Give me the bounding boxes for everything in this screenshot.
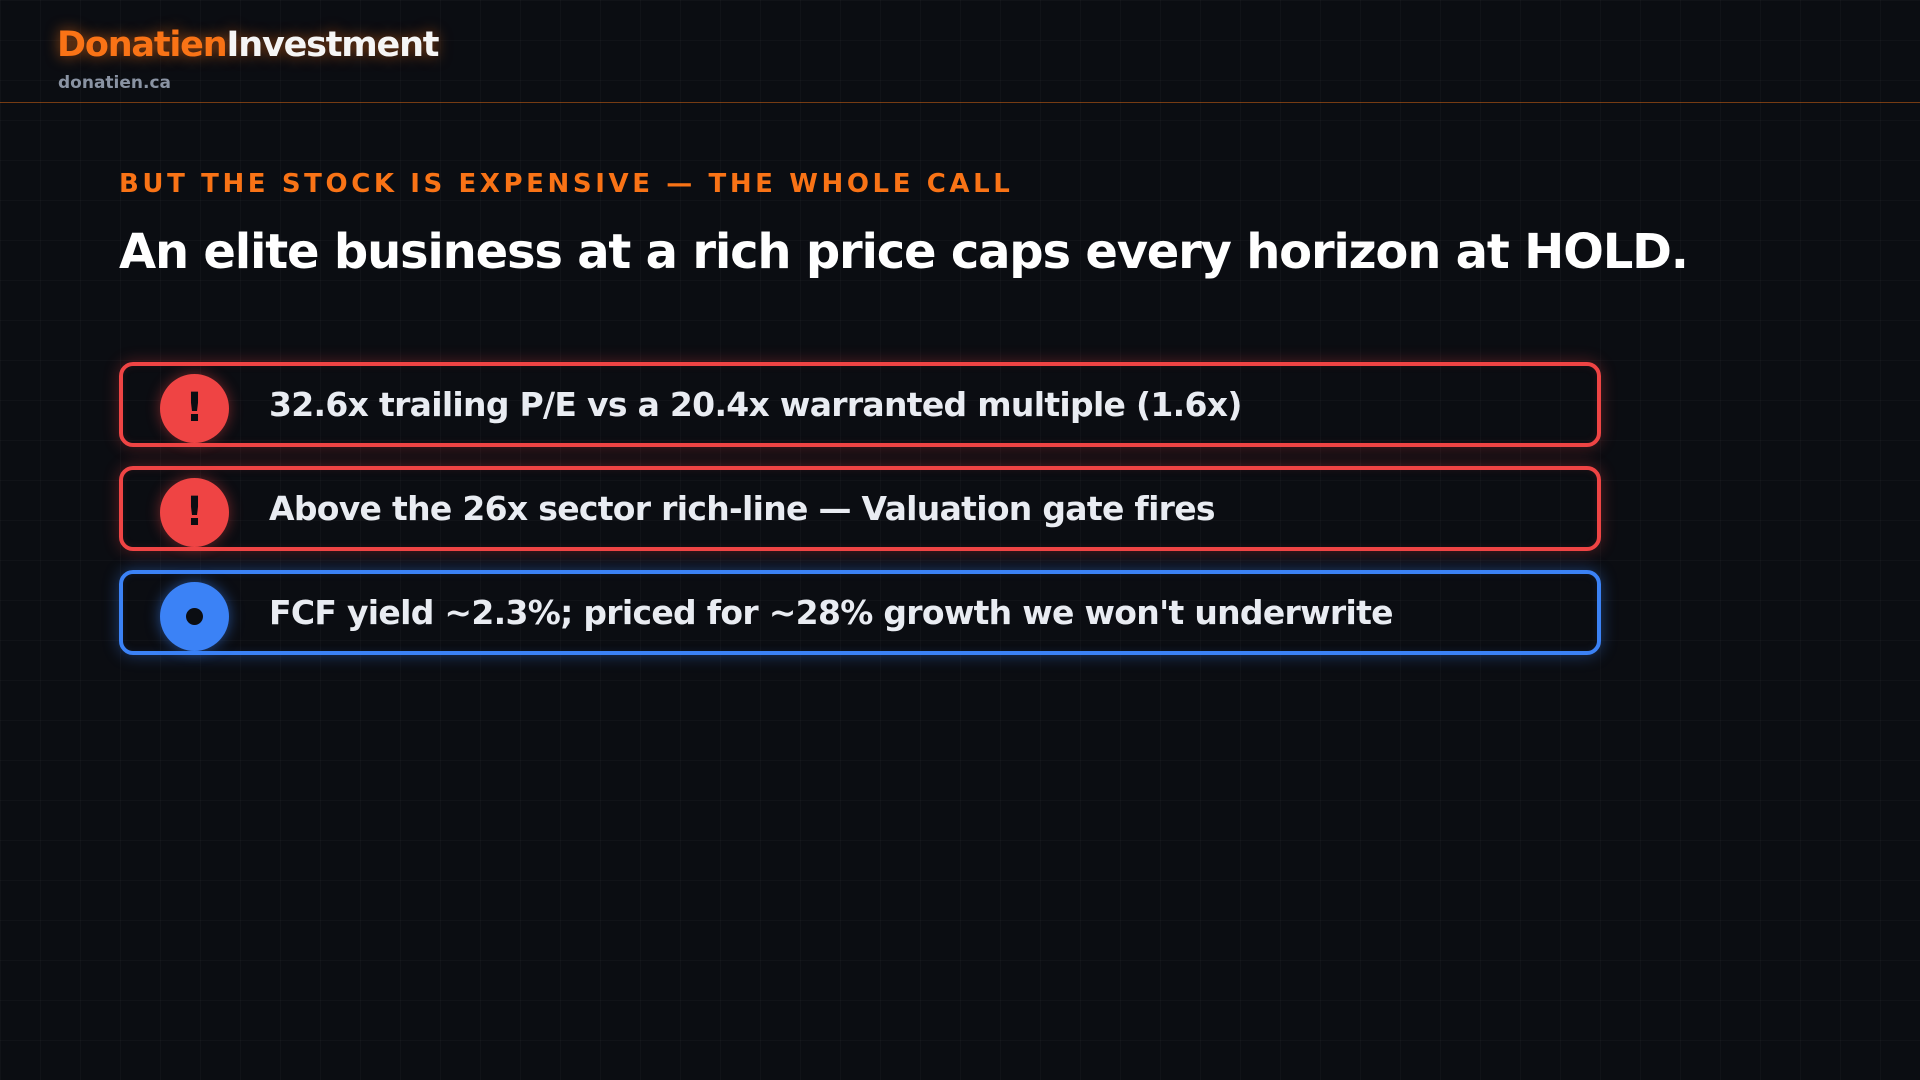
key-point-sector-rich-line: ! Above the 26x sector rich-line — Valua…	[119, 466, 1601, 551]
key-point-fcf-yield: FCF yield ~2.3%; priced for ~28% growth …	[119, 570, 1601, 655]
brand-name-secondary: Investment	[226, 25, 439, 65]
exclamation-icon: !	[160, 374, 229, 443]
brand-name-primary: Donatien	[57, 25, 228, 65]
dot-icon-center	[186, 608, 203, 625]
slide-headline: An elite business at a rich price caps e…	[119, 224, 1689, 280]
key-point-text: Above the 26x sector rich-line — Valuati…	[269, 489, 1216, 528]
brand-domain: donatien.ca	[58, 73, 172, 93]
key-point-text: 32.6x trailing P/E vs a 20.4x warranted …	[269, 385, 1242, 424]
brand-logo: DonatienInvestment	[57, 24, 440, 66]
key-point-pe-multiple: ! 32.6x trailing P/E vs a 20.4x warrante…	[119, 362, 1601, 447]
dot-icon	[160, 582, 229, 651]
section-eyebrow: BUT THE STOCK IS EXPENSIVE — THE WHOLE C…	[119, 169, 1014, 199]
exclamation-icon: !	[160, 478, 229, 547]
header: DonatienInvestment donatien.ca	[0, 0, 1920, 103]
key-points-list: ! 32.6x trailing P/E vs a 20.4x warrante…	[119, 362, 1601, 674]
key-point-text: FCF yield ~2.3%; priced for ~28% growth …	[269, 593, 1394, 632]
